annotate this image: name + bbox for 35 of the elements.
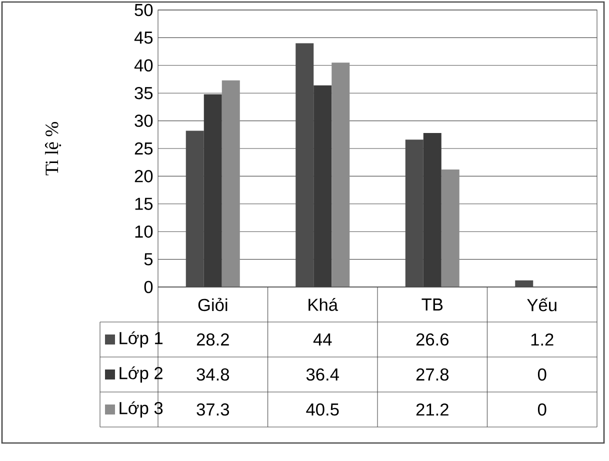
data-label: 27.8 [416, 368, 449, 381]
x-tick-label: Khá [308, 298, 338, 311]
bar [441, 170, 460, 287]
data-label: 40.5 [306, 403, 339, 416]
data-label: 0 [538, 403, 546, 416]
data-label: 36.4 [306, 368, 339, 381]
y-tick-label: 50 [134, 4, 153, 16]
data-label: 28.2 [196, 333, 229, 346]
y-tick-label: 20 [134, 170, 153, 182]
data-label: 1.2 [531, 333, 554, 346]
bar [222, 80, 240, 287]
data-label: 26.6 [416, 333, 449, 346]
x-tick-label: Yếu [527, 298, 556, 312]
bar [332, 62, 350, 287]
x-tick-label: Giỏi [198, 298, 228, 312]
legend-label: Lớp 1 [120, 331, 163, 348]
legend-label: Lớp 3 [120, 401, 163, 418]
y-tick-label: 25 [134, 142, 153, 155]
y-tick-label: 40 [134, 59, 153, 72]
bar [515, 280, 534, 287]
y-tick-label: 30 [134, 114, 153, 127]
x-tick-label: TB [422, 298, 443, 310]
data-label: 34.8 [196, 368, 230, 381]
y-axis-title: Ti lệ % [45, 122, 62, 176]
y-tick-label: 45 [134, 32, 153, 44]
data-label: 21.2 [416, 403, 448, 416]
y-tick-label: 0 [144, 280, 153, 294]
data-label: 0 [538, 368, 546, 381]
y-tick-label: 5 [144, 253, 153, 266]
data-label: 44 [313, 334, 332, 346]
y-tick-label: 10 [135, 225, 153, 238]
y-tick-label: 15 [135, 198, 153, 210]
legend-label: Lớp 2 [120, 366, 162, 383]
data-label: 37.3 [196, 403, 230, 416]
y-tick-label: 35 [134, 86, 153, 100]
